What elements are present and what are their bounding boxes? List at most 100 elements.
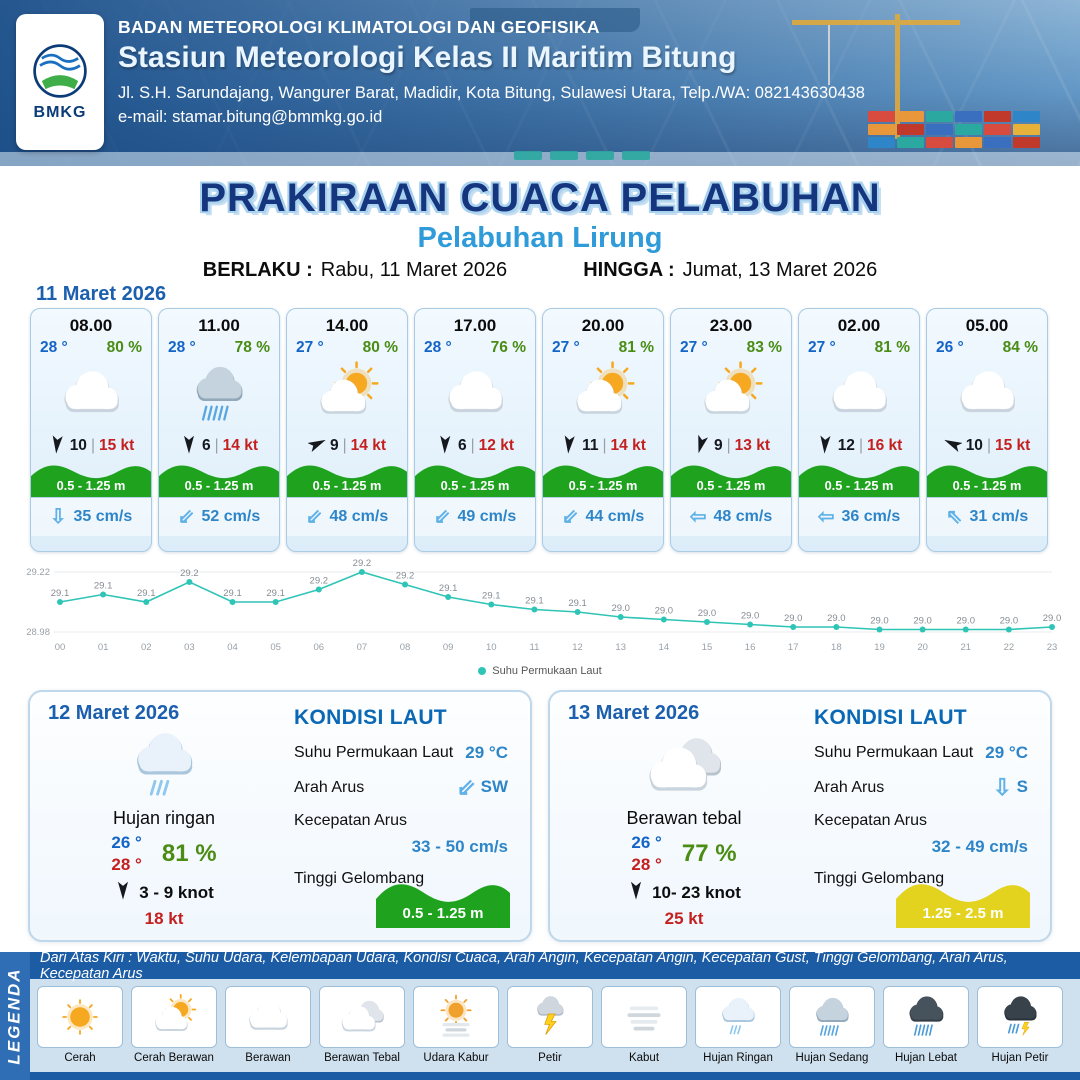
forecast-card-05.00: 05.00 26 ° 84 % 10 | 15 kt 0.5 - 1.25 m ⇖ 31 cm/… (926, 308, 1048, 552)
header: BMKG BADAN METEOROLOGI KLIMATOLOGI DAN G… (0, 0, 1080, 166)
card-humidity: 81 % (618, 339, 654, 356)
hujan-lebat-icon (883, 986, 969, 1048)
hujan-petir-icon (977, 986, 1063, 1048)
card-time: 02.00 (837, 316, 881, 335)
wind-direction-icon (436, 433, 454, 460)
day-wind-range: 10- 23 knot (652, 882, 741, 902)
wind-gust: 12 kt (478, 437, 514, 454)
page-title: PRAKIRAAN CUACA PELABUHAN (199, 176, 881, 220)
card-humidity: 76 % (490, 339, 526, 356)
daily-forecast-row: 12 Maret 2026 Hujan ringan 26 ° 28 ° 81 … (28, 690, 1052, 942)
current-speed: 44 cm/s (585, 508, 645, 525)
weather-icon-berawan (799, 357, 919, 431)
svg-text:29.22: 29.22 (26, 567, 50, 578)
petir-icon (507, 986, 593, 1048)
card-time: 08.00 (69, 316, 113, 335)
sst-chart-legend: Suhu Permukaan Laut (18, 665, 1062, 677)
card-temperature: 27 ° (296, 339, 324, 356)
legend-item-hujan-lebat: Hujan Lebat (882, 986, 970, 1064)
day-wind-gust: 18 kt (144, 909, 184, 929)
card-temperature: 28 ° (168, 339, 196, 356)
wind-speed: 10 (965, 437, 983, 454)
legend-item-label: Berawan Tebal (324, 1052, 400, 1064)
legend-item-label: Hujan Lebat (894, 1052, 958, 1064)
wind-speed: 6 (202, 437, 211, 454)
forecast-card-17.00: 17.00 28 ° 76 % 6 | 12 kt 0.5 - 1.25 m ⇙ 49 cm/s (414, 308, 536, 552)
svg-text:29.0: 29.0 (1043, 613, 1062, 624)
current-direction-label: Arah Arus (294, 778, 365, 796)
card-time: 17.00 (453, 316, 497, 335)
legend-item-cerah-berawan: Cerah Berawan (130, 986, 218, 1064)
card-temperature: 28 ° (424, 339, 452, 356)
current-speed: 48 cm/s (329, 508, 389, 525)
svg-text:07: 07 (357, 642, 368, 653)
card-humidity: 83 % (746, 339, 782, 356)
svg-text:29.0: 29.0 (611, 603, 630, 614)
station-name: Stasiun Meteorologi Kelas II Maritim Bit… (118, 41, 737, 74)
current-speed-label: Kecepatan Arus (294, 812, 407, 829)
wind-gust: 14 kt (610, 437, 646, 454)
crane-illustration (790, 14, 960, 144)
legend-item-hujan-ringan: Hujan Ringan (694, 986, 782, 1064)
svg-text:29.1: 29.1 (568, 598, 587, 609)
forecast-date-label: 11 Maret 2026 (36, 283, 167, 305)
day-wind-range: 3 - 9 knot (139, 882, 214, 902)
bmkg-logo-text: BMKG (33, 104, 87, 121)
legend-item-label: Berawan (245, 1052, 291, 1064)
day-card-weather: 12 Maret 2026 Hujan ringan 26 ° 28 ° 81 … (30, 692, 280, 940)
svg-text:29.0: 29.0 (913, 616, 932, 627)
current-direction-icon: ⇙ (456, 774, 476, 800)
card-time: 23.00 (709, 316, 753, 335)
svg-text:0.5 - 1.25 m: 0.5 - 1.25 m (313, 478, 382, 493)
forecast-card-11.00: 11.00 28 ° 78 % 6 | 14 kt 0.5 - 1.25 m ⇙ 52 cm/s (158, 308, 280, 552)
valid-to: HINGGA : Jumat, 13 Maret 2026 (583, 259, 878, 281)
wind-gust: 14 kt (222, 437, 258, 454)
current-direction-value: SW (480, 776, 508, 796)
current-direction-label: Arah Arus (814, 778, 885, 796)
wind-speed: 11 (582, 437, 599, 454)
svg-text:0.5 - 1.25 m: 0.5 - 1.25 m (953, 478, 1022, 493)
wind-gust: 13 kt (734, 437, 770, 454)
wind-direction-icon (48, 433, 66, 460)
wind-gust: 16 kt (866, 437, 903, 454)
day-card-12-maret: 12 Maret 2026 Hujan ringan 26 ° 28 ° 81 … (28, 690, 532, 942)
hujan-sedang-icon (789, 986, 875, 1048)
udara-kabur-icon (413, 986, 499, 1048)
current-speed: 48 cm/s (713, 508, 773, 525)
card-humidity: 80 % (106, 339, 142, 356)
day-temp-min: 26 ° (111, 833, 142, 852)
sea-conditions: KONDISI LAUT Suhu Permukaan Laut 29 °C A… (280, 692, 530, 940)
weather-icon-cerah-berawan (287, 357, 407, 431)
svg-text:29.0: 29.0 (870, 616, 889, 627)
sst-chart: 29.22 28.98 29.1 00 29.1 01 29.1 02 29.2 03 29.1 04… (18, 558, 1062, 677)
hourly-forecast-row: 08.00 28 ° 80 % 10 | 15 kt 0.5 - 1.25 m ⇩ 35 cm/… (30, 308, 1050, 552)
current-direction-icon: ⇙ (177, 506, 195, 528)
svg-text:1.25 - 2.5 m: 1.25 - 2.5 m (923, 905, 1004, 922)
svg-text:21: 21 (960, 642, 971, 653)
svg-text:15: 15 (702, 642, 713, 653)
wind-speed: 9 (714, 437, 723, 454)
wind-direction-icon (114, 879, 132, 906)
svg-text:13: 13 (615, 642, 626, 653)
svg-text:29.1: 29.1 (137, 588, 156, 599)
svg-text:29.0: 29.0 (698, 608, 717, 619)
day-date: 12 Maret 2026 (48, 702, 180, 724)
legend-item-berawan: Berawan (224, 986, 312, 1064)
svg-text:29.0: 29.0 (784, 613, 803, 624)
wave-height-band: 0.5 - 1.25 m (287, 461, 407, 497)
forecast-card-02.00: 02.00 27 ° 81 % 12 | 16 kt 0.5 - 1.25 m ⇦ 36 cm/… (798, 308, 920, 552)
svg-text:22: 22 (1004, 642, 1015, 653)
svg-text:18: 18 (831, 642, 842, 653)
current-speed: 36 cm/s (841, 508, 901, 525)
bench-illustration (514, 151, 650, 160)
legend-item-hujan-sedang: Hujan Sedang (788, 986, 876, 1064)
svg-text:01: 01 (98, 642, 109, 653)
svg-text:16: 16 (745, 642, 756, 653)
wave-height-box: 0.5 - 1.25 m (376, 878, 510, 928)
cerah-icon (37, 986, 123, 1048)
svg-text:0.5 - 1.25 m: 0.5 - 1.25 m (825, 478, 894, 493)
card-time: 14.00 (325, 316, 369, 335)
card-temperature: 26 ° (936, 339, 964, 356)
current-speed-value: 33 - 50 cm/s (411, 837, 508, 856)
day-condition: Berawan tebal (626, 808, 742, 828)
